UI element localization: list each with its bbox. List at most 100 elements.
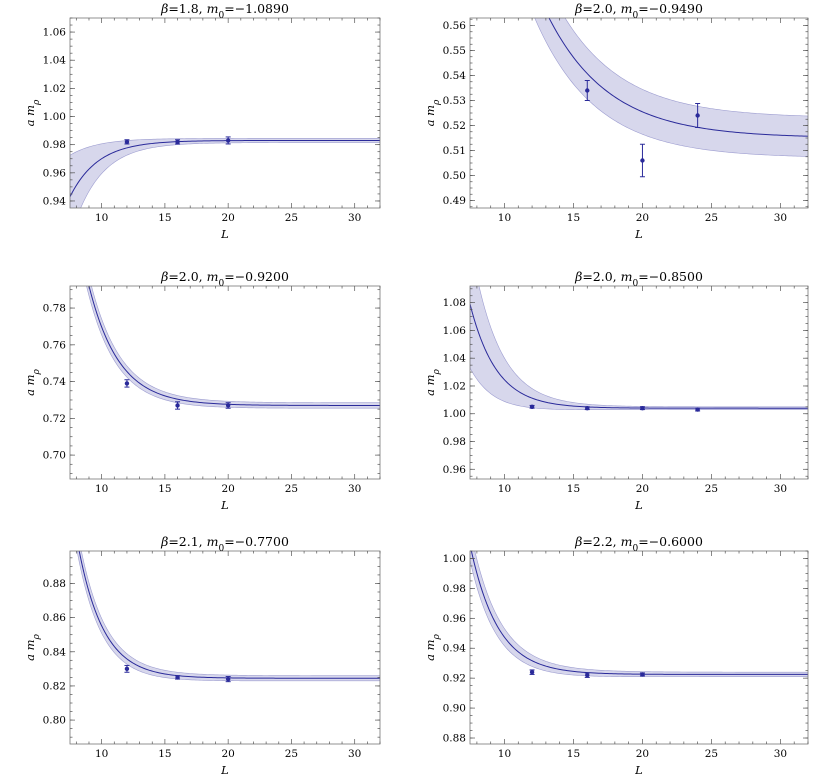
y-tick-label: 0.50 — [443, 170, 466, 182]
plot-frame — [69, 550, 381, 745]
plot-frame — [469, 550, 809, 745]
x-tick-label: 20 — [221, 212, 234, 224]
x-tick-label: 20 — [636, 483, 649, 495]
chart-panel-4: 10 15 20 25 30 0.96 0.98 1.00 1.02 1.04 1.06 1.08 β=… — [423, 269, 809, 512]
fit-curve — [70, 139, 380, 197]
y-tick-label: 0.94 — [443, 643, 467, 655]
y-tick-label: 1.02 — [443, 380, 466, 392]
y-tick-label: 1.02 — [43, 83, 66, 95]
x-tick-label: 25 — [285, 483, 298, 495]
fit-curve — [88, 286, 380, 406]
x-tick-label: 25 — [705, 483, 718, 495]
data-point — [175, 675, 181, 680]
x-axis-label: L — [634, 227, 643, 241]
y-tick-label: 1.00 — [443, 553, 466, 565]
chart-panel-3: 10 15 20 25 30 0.70 0.72 0.74 0.76 0.78 β=2.0, m0=… — [23, 269, 381, 512]
chart-title: β=2.1, m0=−0.7700 — [160, 534, 289, 554]
x-axis-label: L — [220, 227, 229, 241]
y-tick-label: 0.51 — [443, 145, 466, 157]
data-point — [175, 401, 181, 410]
x-tick-label: 30 — [348, 212, 361, 224]
data-point — [584, 405, 590, 411]
y-tick-label: 1.04 — [43, 55, 67, 67]
plot-frame — [469, 285, 809, 480]
data-point — [639, 672, 645, 677]
y-tick-label: 0.98 — [43, 139, 66, 151]
error-band — [70, 138, 380, 208]
chart-title: β=2.0, m0=−0.8500 — [574, 269, 703, 289]
fit-curve — [78, 551, 380, 679]
error-band — [470, 551, 808, 678]
y-axis-label: a mρ — [423, 368, 442, 395]
chart-panel-1: 10 15 20 25 30 0.94 0.96 0.98 1.00 1.02 1.04 1.06 β=… — [23, 1, 381, 241]
x-tick-label: 25 — [705, 748, 718, 760]
chart-panel-6: 10 15 20 25 30 0.88 0.90 0.92 0.94 0.96 0.98 1.00 β=… — [423, 534, 809, 777]
y-tick-label: 0.70 — [43, 450, 66, 462]
y-tick-label: 1.00 — [43, 111, 66, 123]
data-point — [584, 80, 590, 101]
data-point — [695, 103, 701, 128]
fit-curve — [470, 303, 808, 409]
y-tick-label: 0.86 — [43, 612, 67, 624]
data-point — [529, 669, 535, 675]
y-tick-label: 1.06 — [443, 325, 467, 337]
y-tick-label: 0.72 — [43, 413, 66, 425]
y-tick-label: 1.08 — [443, 297, 466, 309]
y-tick-label: 0.92 — [443, 673, 466, 685]
y-axis-label: a mρ — [423, 633, 442, 660]
x-tick-label: 10 — [498, 748, 511, 760]
x-tick-label: 15 — [567, 212, 580, 224]
data-point — [584, 672, 590, 678]
error-band — [86, 286, 380, 409]
x-axis-label: L — [220, 763, 229, 777]
x-tick-label: 30 — [774, 483, 787, 495]
data-point — [225, 136, 231, 145]
x-tick-label: 25 — [705, 212, 718, 224]
x-tick-label: 30 — [774, 212, 787, 224]
y-tick-label: 1.00 — [443, 408, 466, 420]
x-tick-label: 15 — [567, 748, 580, 760]
y-tick-label: 0.90 — [443, 703, 466, 715]
x-tick-label: 20 — [636, 748, 649, 760]
y-tick-label: 0.84 — [43, 646, 67, 658]
fit-curve — [548, 18, 808, 137]
y-tick-label: 0.74 — [43, 376, 67, 388]
chart-panel-5: 10 15 20 25 30 0.80 0.82 0.84 0.86 0.88 β=2.1, m0=… — [23, 534, 381, 777]
y-tick-label: 0.98 — [443, 436, 466, 448]
x-tick-label: 15 — [158, 483, 171, 495]
x-tick-label: 30 — [348, 483, 361, 495]
y-tick-label: 0.96 — [443, 464, 467, 476]
x-tick-label: 30 — [774, 748, 787, 760]
data-point — [175, 139, 181, 145]
y-tick-label: 0.52 — [443, 120, 466, 132]
x-tick-label: 10 — [95, 748, 108, 760]
y-axis-label: a mρ — [423, 99, 442, 126]
chart-panel-2: 10 15 20 25 30 0.49 0.50 0.51 0.52 0.53 0.54 0.55 0.… — [423, 1, 809, 241]
error-band — [534, 18, 808, 157]
y-axis-label: a mρ — [23, 633, 42, 660]
x-tick-label: 10 — [498, 212, 511, 224]
x-tick-label: 20 — [221, 483, 234, 495]
data-point — [695, 407, 701, 412]
y-tick-label: 0.80 — [43, 715, 66, 727]
data-point — [529, 404, 535, 409]
y-tick-label: 0.88 — [43, 578, 66, 590]
chart-title: β=2.0, m0=−0.9490 — [574, 1, 703, 21]
y-axis-label: a mρ — [23, 368, 42, 395]
y-tick-label: 0.94 — [43, 195, 67, 207]
x-tick-label: 10 — [498, 483, 511, 495]
x-axis-label: L — [220, 498, 229, 512]
data-point — [639, 405, 645, 411]
chart-title: β=1.8, m0=−1.0890 — [160, 1, 289, 21]
plot-frame — [69, 285, 381, 480]
data-point — [639, 143, 645, 178]
chart-title: β=2.2, m0=−0.6000 — [574, 534, 703, 554]
x-tick-label: 15 — [158, 748, 171, 760]
x-tick-label: 25 — [285, 748, 298, 760]
y-tick-label: 0.88 — [443, 733, 466, 745]
plot-frame — [69, 17, 381, 209]
error-band — [470, 286, 808, 410]
y-tick-label: 0.56 — [443, 20, 467, 32]
y-axis-label: a mρ — [23, 99, 42, 126]
